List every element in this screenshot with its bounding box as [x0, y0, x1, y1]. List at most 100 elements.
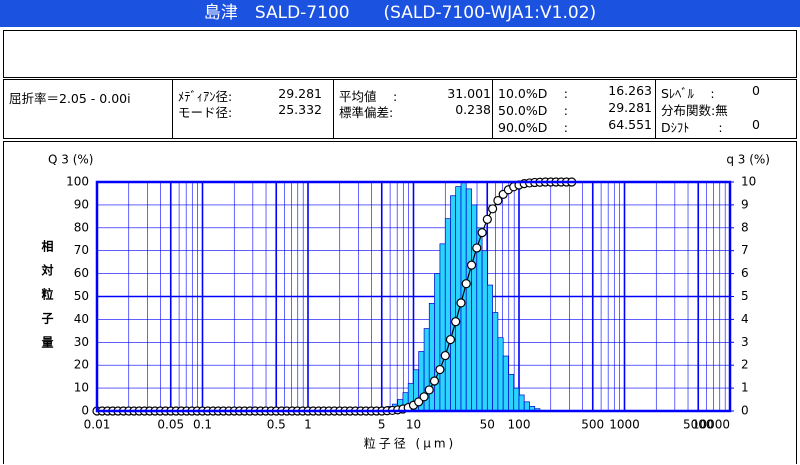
info-label: 90.0%D : — [498, 120, 569, 135]
x-tick-label: 0.05 — [157, 418, 184, 432]
y-tick-label: 40 — [74, 312, 89, 326]
point — [445, 334, 456, 345]
y2-tick-label: 3 — [741, 335, 749, 349]
point — [429, 376, 440, 386]
info-label: 平均値 : — [339, 89, 398, 104]
y2-tick-label: 4 — [741, 312, 749, 326]
info-label: 10.0%D : — [498, 86, 569, 101]
point — [487, 204, 498, 214]
y2-tick-label: 5 — [741, 289, 749, 303]
bar — [518, 394, 525, 412]
point — [461, 279, 471, 289]
bar — [439, 243, 446, 412]
info-label: 標準偏差: — [339, 105, 394, 120]
plot-frame — [95, 180, 732, 413]
info-value: 64.551 — [608, 117, 652, 132]
x-tick-label: 50 — [480, 418, 495, 432]
bar — [481, 250, 488, 412]
info-value: 25.332 — [278, 102, 322, 117]
info-label: 50.0%D : — [498, 103, 569, 118]
info-value: 0.238 — [455, 102, 491, 117]
info-label: 分布関数:無 — [661, 103, 728, 118]
point — [440, 350, 450, 361]
x-tick-label: 0.1 — [193, 418, 212, 432]
bar — [434, 273, 441, 412]
info-label: ﾒﾃﾞｨｱﾝ径: — [178, 89, 233, 104]
y2-tick-label: 2 — [741, 358, 749, 372]
point — [472, 243, 482, 253]
title-bar: 島津 SALD-7100 (SALD-7100-WJA1:V1.02) — [0, 0, 800, 27]
info-value: 29.281 — [608, 100, 652, 115]
info-value: 16.263 — [608, 83, 652, 98]
x-tick-label: 10000 — [692, 418, 730, 432]
y-tick-label: 100 — [66, 175, 89, 189]
blank-panel — [3, 30, 797, 78]
point — [456, 298, 466, 308]
info-label: Sﾚﾍﾞﾙ : — [661, 86, 715, 101]
x-tick-label: 1 — [304, 418, 312, 432]
y-tick-label: 0 — [81, 404, 89, 418]
y-axis-title: 相対粒子量 — [40, 239, 54, 360]
info-column: 屈折率＝2.05 - 0.00i — [4, 80, 173, 138]
info-column: 10.0%D : 16.263 50.0%D : 29.281 90.0%D : 64.5… — [493, 80, 656, 138]
info-label: モード径: — [178, 105, 233, 120]
y2-tick-label: 8 — [741, 220, 749, 234]
bar — [513, 387, 520, 412]
info-value: 29.281 — [278, 86, 322, 101]
info-label: Dｼﾌﾄ : — [661, 120, 723, 135]
point — [466, 260, 477, 270]
y-tick-label: 70 — [74, 243, 89, 257]
point — [451, 317, 461, 327]
y2-tick-label: 10 — [741, 175, 756, 189]
info-label: 屈折率＝2.05 - 0.00i — [9, 91, 131, 106]
info-panel: 屈折率＝2.05 - 0.00i ﾒﾃﾞｨｱﾝ径: 29.281 モード径: 25.33… — [3, 79, 797, 139]
y2-tick-label: 0 — [741, 404, 749, 418]
bar — [444, 218, 451, 412]
y-tick-label: 60 — [74, 266, 89, 280]
info-column: ﾒﾃﾞｨｱﾝ径: 29.281 モード径: 25.332 — [173, 80, 334, 138]
bar — [508, 374, 515, 412]
x-tick-label: 0.5 — [267, 418, 286, 432]
point — [424, 385, 434, 395]
bar — [460, 181, 467, 412]
x-tick-label: 100 — [508, 418, 531, 432]
y-tick-label: 30 — [74, 335, 89, 349]
point — [482, 214, 492, 224]
bar — [471, 204, 478, 412]
bar — [450, 195, 457, 412]
bar — [497, 337, 504, 412]
bar — [523, 401, 530, 412]
x-tick-label: 5000 — [683, 418, 714, 432]
info-value: 0 — [752, 83, 760, 98]
x-tick-label: 5 — [378, 418, 386, 432]
bar — [428, 303, 435, 412]
info-column: 平均値 : 31.001 標準偏差: 0.238 — [334, 80, 493, 138]
x-tick-label: 10 — [406, 418, 421, 432]
info-column: Sﾚﾍﾞﾙ : 0 分布関数:無 Dｼﾌﾄ : 0 — [656, 80, 795, 138]
x-tick-label: 0.01 — [84, 418, 111, 432]
y-tick-label: 80 — [74, 220, 89, 234]
x-axis-title: 粒子径 (μm) — [364, 436, 457, 451]
y2-tick-label: 9 — [741, 197, 749, 211]
info-value: 0 — [752, 117, 760, 132]
y2-axis-label: q 3 (%) — [726, 153, 770, 167]
point — [435, 364, 445, 375]
point — [477, 228, 487, 238]
bar — [502, 355, 509, 412]
y2-tick-label: 1 — [741, 381, 749, 395]
y-tick-label: 90 — [74, 197, 89, 211]
y-tick-label: 50 — [74, 289, 89, 303]
x-tick-label: 500 — [581, 418, 604, 432]
y-tick-label: 10 — [74, 381, 89, 395]
x-tick-label: 1000 — [609, 418, 640, 432]
point — [493, 195, 503, 206]
bar — [476, 227, 483, 412]
bar — [492, 312, 499, 412]
bar — [486, 284, 493, 412]
y-axis-label: Q 3 (%) — [48, 153, 93, 167]
point — [419, 392, 429, 402]
chart-panel — [3, 141, 797, 464]
y2-tick-label: 7 — [741, 243, 749, 257]
